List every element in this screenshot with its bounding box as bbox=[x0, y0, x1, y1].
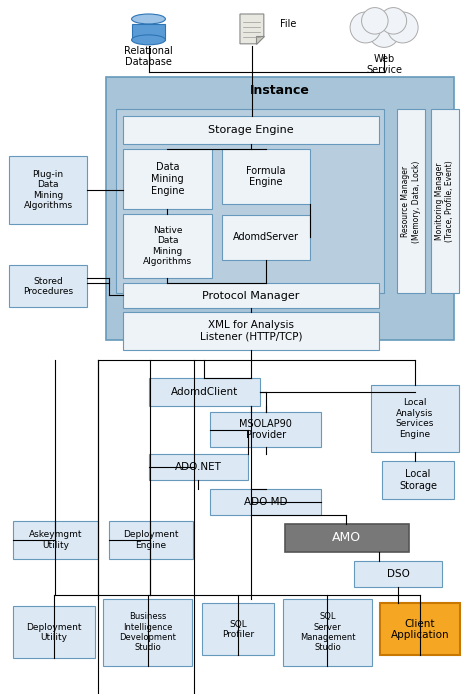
Text: Web
Service: Web Service bbox=[366, 54, 402, 75]
Text: ADO.NET: ADO.NET bbox=[175, 462, 222, 473]
Text: Protocol Manager: Protocol Manager bbox=[202, 291, 300, 301]
Text: AdomdClient: AdomdClient bbox=[170, 387, 238, 397]
Polygon shape bbox=[256, 36, 264, 44]
FancyBboxPatch shape bbox=[123, 116, 379, 144]
FancyBboxPatch shape bbox=[285, 524, 409, 552]
Circle shape bbox=[350, 12, 381, 43]
FancyBboxPatch shape bbox=[123, 149, 212, 209]
FancyBboxPatch shape bbox=[148, 454, 248, 480]
FancyBboxPatch shape bbox=[13, 606, 95, 658]
Text: File: File bbox=[280, 19, 296, 29]
Text: Deployment
Engine: Deployment Engine bbox=[123, 530, 179, 550]
FancyBboxPatch shape bbox=[380, 603, 460, 655]
Text: SQL
Server
Management
Studio: SQL Server Management Studio bbox=[300, 612, 355, 652]
FancyBboxPatch shape bbox=[9, 156, 87, 223]
Bar bbox=[132, 24, 165, 40]
Text: Monitoring Manager
(Trace, Profile, Event): Monitoring Manager (Trace, Profile, Even… bbox=[435, 161, 454, 242]
FancyBboxPatch shape bbox=[13, 521, 98, 559]
Text: ADO MD: ADO MD bbox=[244, 497, 287, 507]
FancyBboxPatch shape bbox=[103, 599, 192, 666]
Text: Local
Analysis
Services
Engine: Local Analysis Services Engine bbox=[396, 399, 434, 438]
FancyBboxPatch shape bbox=[116, 109, 384, 293]
FancyBboxPatch shape bbox=[222, 149, 309, 204]
Text: Native
Data
Mining
Algorithms: Native Data Mining Algorithms bbox=[143, 226, 192, 266]
FancyBboxPatch shape bbox=[9, 265, 87, 307]
Text: Plug-in
Data
Mining
Algorithms: Plug-in Data Mining Algorithms bbox=[23, 170, 73, 210]
Text: Instance: Instance bbox=[250, 84, 310, 97]
FancyBboxPatch shape bbox=[148, 378, 260, 406]
FancyBboxPatch shape bbox=[109, 521, 193, 559]
Text: DSO: DSO bbox=[387, 569, 410, 578]
Text: XML for Analysis
Listener (HTTP/TCP): XML for Analysis Listener (HTTP/TCP) bbox=[200, 320, 302, 342]
FancyBboxPatch shape bbox=[210, 411, 322, 448]
Ellipse shape bbox=[132, 35, 165, 45]
FancyBboxPatch shape bbox=[222, 215, 309, 260]
FancyBboxPatch shape bbox=[202, 603, 274, 655]
Text: AMO: AMO bbox=[332, 531, 361, 544]
Text: Askeymgmt
Utility: Askeymgmt Utility bbox=[29, 530, 82, 550]
Text: Deployment
Utility: Deployment Utility bbox=[26, 623, 82, 642]
FancyBboxPatch shape bbox=[354, 561, 442, 587]
Polygon shape bbox=[240, 14, 264, 44]
FancyBboxPatch shape bbox=[431, 109, 459, 293]
FancyBboxPatch shape bbox=[210, 489, 322, 515]
Text: Formula
Engine: Formula Engine bbox=[246, 166, 285, 187]
FancyBboxPatch shape bbox=[123, 313, 379, 350]
Text: MSOLAP90
Provider: MSOLAP90 Provider bbox=[239, 419, 292, 441]
Text: SQL
Profiler: SQL Profiler bbox=[222, 619, 254, 639]
Text: Data
Mining
Engine: Data Mining Engine bbox=[151, 162, 184, 196]
FancyBboxPatch shape bbox=[397, 109, 425, 293]
Circle shape bbox=[362, 8, 388, 34]
FancyBboxPatch shape bbox=[382, 461, 453, 499]
FancyBboxPatch shape bbox=[371, 385, 459, 452]
Circle shape bbox=[369, 17, 400, 47]
Text: Client
Application: Client Application bbox=[391, 619, 449, 640]
Circle shape bbox=[387, 12, 418, 43]
Text: Stored
Procedures: Stored Procedures bbox=[23, 277, 73, 296]
FancyBboxPatch shape bbox=[123, 283, 379, 308]
Text: Resource Manager
(Memory, Data, Lock): Resource Manager (Memory, Data, Lock) bbox=[401, 160, 421, 243]
FancyBboxPatch shape bbox=[106, 77, 453, 340]
Text: AdomdServer: AdomdServer bbox=[233, 232, 299, 242]
Circle shape bbox=[380, 8, 407, 34]
Text: Storage Engine: Storage Engine bbox=[208, 125, 294, 135]
Text: Local
Storage: Local Storage bbox=[399, 469, 437, 491]
Ellipse shape bbox=[132, 14, 165, 24]
FancyBboxPatch shape bbox=[283, 599, 372, 666]
FancyBboxPatch shape bbox=[123, 214, 212, 278]
Text: Business
Intelligence
Development
Studio: Business Intelligence Development Studio bbox=[119, 612, 176, 652]
Text: Relational
Database: Relational Database bbox=[124, 46, 173, 68]
